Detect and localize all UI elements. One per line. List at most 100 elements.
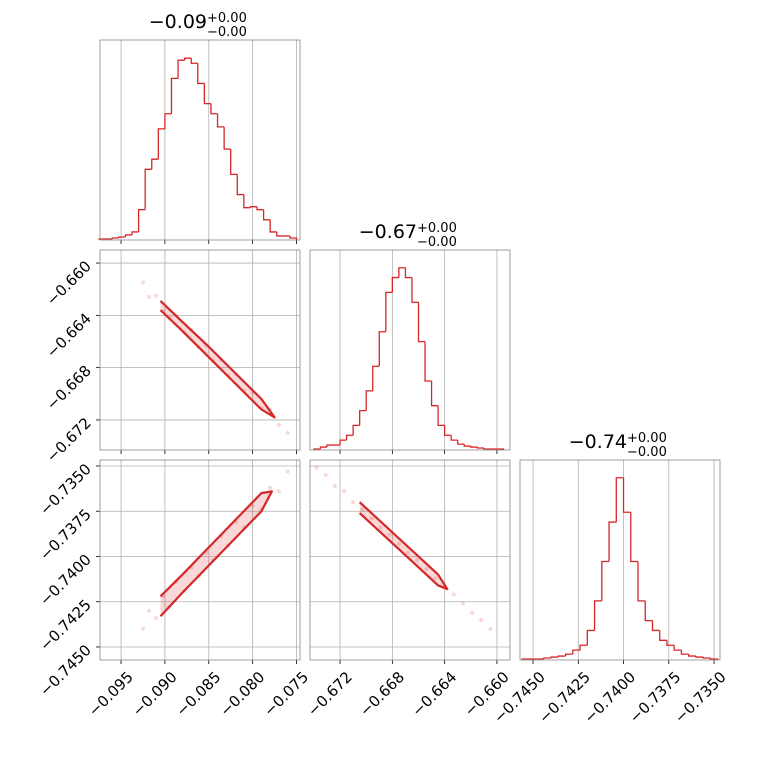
- histogram-step: [262, 209, 271, 221]
- sample-point: [323, 473, 328, 478]
- histogram-step: [210, 103, 218, 115]
- y-tick-label: −0.660: [43, 257, 95, 309]
- histogram-step: [404, 267, 412, 279]
- density-contour: [159, 490, 274, 617]
- histogram-step: [170, 77, 179, 114]
- title-lower: −0.00: [627, 445, 667, 460]
- histogram-step: [709, 658, 719, 660]
- x-tick-label: −0.672: [304, 668, 356, 720]
- sample-point: [396, 541, 401, 546]
- sample-point: [369, 516, 374, 521]
- x-tick-label: −0.090: [129, 668, 181, 720]
- histogram-step: [680, 650, 689, 655]
- x-tick-label: −0.095: [85, 668, 137, 720]
- histogram-step: [695, 656, 704, 658]
- sample-point: [314, 465, 319, 470]
- histogram-step: [98, 238, 106, 240]
- sample-point: [415, 558, 420, 563]
- title-upper: +0.00: [627, 431, 667, 446]
- histogram-step: [177, 59, 185, 79]
- panel-frame: [99, 249, 301, 451]
- density-contour: [159, 300, 276, 419]
- y-tick-label: −0.664: [43, 309, 95, 361]
- histogram-step: [437, 405, 445, 427]
- sample-point: [479, 617, 484, 622]
- sample-point: [488, 626, 493, 631]
- histogram-step: [398, 267, 406, 278]
- sample-point: [140, 626, 145, 631]
- panel-title: −0.09: [149, 11, 207, 33]
- histogram-step: [391, 276, 399, 293]
- sample-point: [154, 616, 159, 621]
- sample-point: [140, 280, 145, 285]
- histogram-step: [249, 206, 258, 208]
- histogram-step: [223, 126, 231, 150]
- histogram-step: [345, 434, 354, 441]
- histogram-step: [688, 654, 696, 657]
- sample-point: [406, 550, 411, 555]
- histogram-step: [586, 629, 595, 646]
- histogram-step: [564, 653, 573, 657]
- sample-point: [387, 532, 392, 537]
- panel-title: −0.74: [569, 431, 627, 453]
- sample-point: [285, 469, 290, 474]
- sample-point: [147, 608, 152, 613]
- histogram-step: [593, 600, 602, 631]
- histogram-step: [644, 600, 653, 622]
- histogram-step: [450, 435, 458, 441]
- sample-point: [351, 500, 356, 505]
- histogram-step: [550, 656, 559, 659]
- sample-point: [276, 423, 281, 428]
- sample-point: [341, 489, 346, 494]
- x-tick-label: −0.075: [260, 668, 312, 720]
- sample-point: [276, 489, 281, 494]
- sample-point: [470, 610, 475, 615]
- histogram-step: [378, 331, 386, 367]
- histogram-step: [352, 424, 360, 436]
- histogram-step: [256, 206, 264, 211]
- x-tick-label: −0.668: [356, 668, 408, 720]
- histogram-step: [483, 448, 491, 450]
- sample-point: [147, 295, 152, 300]
- histogram-step: [111, 237, 119, 239]
- histogram-step: [572, 649, 581, 655]
- title-upper: +0.00: [207, 11, 247, 26]
- histogram-step: [372, 365, 380, 391]
- y-tick-label: −0.672: [43, 414, 95, 466]
- histogram-step: [183, 57, 192, 61]
- histogram-step: [557, 655, 566, 658]
- sample-point: [285, 431, 290, 436]
- histogram-step: [430, 381, 439, 407]
- sample-point: [268, 485, 273, 490]
- panel-title: −0.67: [359, 221, 417, 243]
- histogram-step: [622, 477, 631, 513]
- histogram-step: [601, 560, 610, 601]
- histogram-step: [637, 561, 646, 602]
- sample-point: [250, 503, 255, 508]
- panel-frame: [309, 459, 511, 661]
- sample-point: [154, 293, 159, 298]
- histogram-step: [365, 390, 373, 411]
- histogram-step: [203, 83, 211, 105]
- sample-point: [360, 507, 365, 512]
- title-upper: +0.00: [417, 221, 457, 236]
- histogram-step: [236, 174, 244, 196]
- sample-point: [460, 601, 465, 606]
- histogram-step: [131, 231, 139, 235]
- density-contour: [358, 501, 449, 591]
- x-tick-label: −0.085: [173, 668, 225, 720]
- histogram-step: [702, 657, 711, 659]
- histogram-step: [659, 630, 667, 641]
- histogram-step: [230, 149, 238, 175]
- histogram-step: [424, 341, 432, 382]
- histogram-step: [164, 113, 172, 129]
- histogram-step: [144, 168, 152, 210]
- histogram-step: [673, 645, 682, 651]
- histogram-step: [411, 277, 419, 303]
- histogram-step: [666, 640, 675, 646]
- histogram-step: [216, 113, 225, 128]
- x-tick-label: −0.080: [216, 668, 268, 720]
- histogram-step: [118, 236, 126, 238]
- histogram-step: [190, 58, 198, 64]
